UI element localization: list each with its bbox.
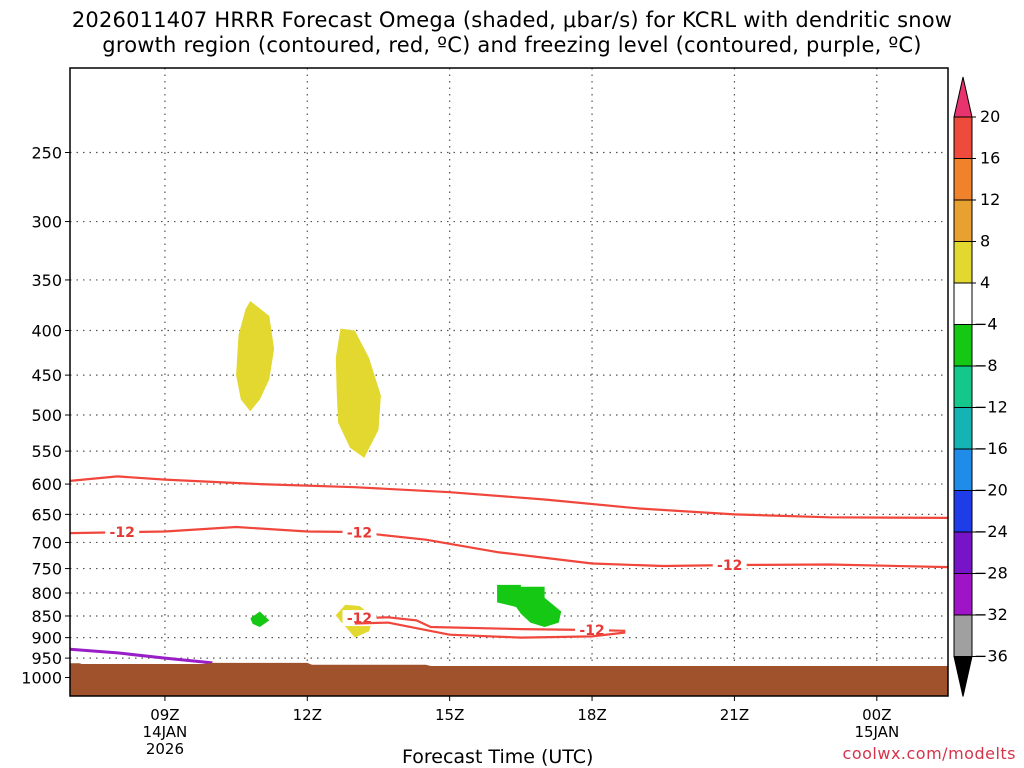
y-tick-label: 450 [31, 366, 62, 385]
colorbar-label: 4 [980, 273, 990, 292]
y-tick-label: 750 [31, 560, 62, 579]
colorbar-segment [953, 490, 973, 533]
colorbar-label: −32 [974, 605, 1008, 624]
x-tick-label: 00Z [862, 706, 891, 724]
colorbar-label: 20 [980, 107, 1000, 126]
y-tick-label: 400 [31, 322, 62, 341]
colorbar-label: −12 [974, 398, 1008, 417]
terrain-fill [70, 662, 948, 696]
x-axis-label: Forecast Time (UTC) [402, 746, 594, 768]
contour-label-bg [712, 557, 747, 574]
colorbar-segment [953, 573, 973, 616]
colorbar-segment [953, 448, 973, 491]
colorbar-top-arrow [953, 76, 973, 118]
y-tick-label: 300 [31, 213, 62, 232]
x-tick-label: 21Z [720, 706, 749, 724]
contour-label: -12 [347, 611, 372, 627]
omega-region [250, 611, 270, 627]
y-tick-label: 550 [31, 442, 62, 461]
colorbar: 20 16 12 8 4 −4 −8 −12 −16 −20 −24 −28 −32 −36 [953, 76, 1008, 697]
colorbar-label: −8 [974, 356, 998, 375]
dgz-contour-line [70, 525, 948, 569]
colorbar-label: 16 [980, 149, 1000, 168]
dgz-contour-line [354, 621, 626, 639]
colorbar-segment [953, 282, 973, 325]
axis-ticks: 250 300 350 400 450 500 550 600 650 700 750 800 850 9… [21, 68, 948, 758]
colorbar-segment [953, 199, 973, 242]
colorbar-label: −20 [974, 481, 1008, 500]
x-tick-label: 18Z [577, 706, 606, 724]
colorbar-segment [953, 531, 973, 574]
x-tick-label: 09Z [150, 706, 179, 724]
y-tick-label: 650 [31, 505, 62, 524]
colorbar-label: −28 [974, 564, 1008, 583]
colorbar-segment [953, 407, 973, 450]
chart-title: 2026011407 HRRR Forecast Omega (shaded, … [0, 8, 1024, 58]
colorbar-label: 12 [980, 190, 1000, 209]
colorbar-bottom-arrow [953, 656, 973, 697]
colorbar-label: −16 [974, 439, 1008, 458]
y-tick-label: 800 [31, 584, 62, 603]
x-tick-sublabel: 2026 [146, 740, 184, 758]
contour-label-bg [575, 621, 610, 638]
colorbar-label: −36 [974, 647, 1008, 666]
dgz-contour-line [70, 475, 948, 520]
colorbar-label: 8 [980, 232, 990, 251]
y-tick-label: 250 [31, 144, 62, 163]
colorbar-segment [953, 241, 973, 284]
chart-title-line2: growth region (contoured, red, ºC) and f… [102, 33, 922, 57]
colorbar-segment [953, 158, 973, 201]
chart-title-line1: 2026011407 HRRR Forecast Omega (shaded, … [71, 8, 953, 32]
omega-region [335, 328, 381, 458]
y-tick-label: 350 [31, 271, 62, 290]
colorbar-segment [953, 365, 973, 408]
freezing-level-line [70, 647, 213, 665]
colorbar-segment [953, 614, 973, 657]
x-tick-sublabel: 15JAN [854, 723, 899, 741]
colorbar-segment [953, 116, 973, 159]
colorbar-label: −24 [974, 522, 1008, 541]
y-tick-label: 1000 [21, 669, 62, 688]
y-tick-label: 850 [31, 607, 62, 626]
colorbar-label: −4 [974, 315, 998, 334]
credit-link[interactable]: coolwx.com/modelts [842, 744, 1016, 763]
contour-label: -12 [347, 526, 372, 542]
y-tick-label: 600 [31, 475, 62, 494]
contour-label: -12 [110, 525, 135, 541]
x-tick-sublabel: 14JAN [143, 723, 188, 741]
y-tick-label: 950 [31, 649, 62, 668]
omega-region [236, 301, 275, 412]
x-tick-label: 12Z [293, 706, 322, 724]
y-tick-label: 500 [31, 406, 62, 425]
contour-label: -12 [717, 558, 742, 574]
y-tick-label: 900 [31, 629, 62, 648]
omega-region [497, 584, 562, 627]
plot-frame [69, 67, 949, 697]
x-tick-label: 15Z [435, 706, 464, 724]
plot-area: -12 -12-12-12-12 [70, 301, 948, 696]
contour-label-bg [105, 524, 140, 541]
contour-label-bg [342, 524, 377, 541]
colorbar-segment [953, 324, 973, 367]
y-tick-label: 700 [31, 533, 62, 552]
